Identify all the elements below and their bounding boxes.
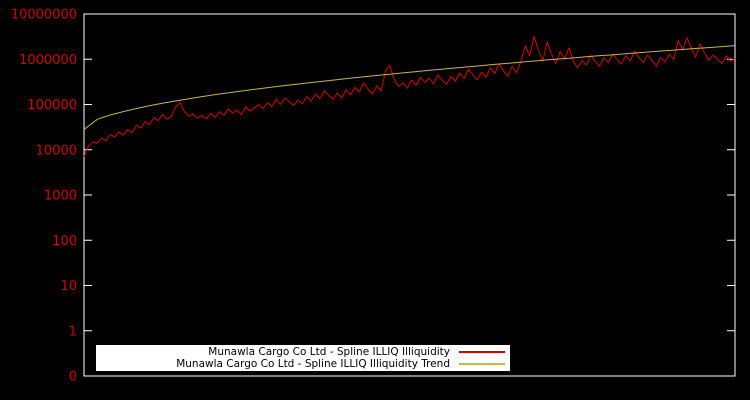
y-axis-tick-label: 10000: [36, 143, 77, 158]
series-illiquidity-line: [83, 35, 736, 157]
series-trend-line: [83, 45, 736, 130]
legend-line-sample-illiquidity: [459, 351, 505, 353]
y-axis-tick-label: 100000: [27, 98, 77, 113]
y-axis-tick-label: 1: [69, 324, 77, 339]
legend-label-trend: Munawla Cargo Co Ltd - Spline ILLIQ Illi…: [176, 358, 450, 370]
y-axis-tick-label: 100: [52, 234, 77, 249]
legend-line-sample-trend: [459, 363, 505, 365]
y-axis-tick-label: 10000000: [11, 8, 77, 23]
y-axis-tick-label: 1000000: [19, 53, 77, 68]
y-axis-tick-label: 10: [60, 279, 77, 294]
legend-entry-illiquidity: Munawla Cargo Co Ltd - Spline ILLIQ Illi…: [101, 346, 505, 358]
y-axis-tick-label: 0: [69, 370, 77, 385]
plot-border: [83, 13, 736, 377]
legend: Munawla Cargo Co Ltd - Spline ILLIQ Illi…: [95, 344, 511, 372]
legend-entry-trend: Munawla Cargo Co Ltd - Spline ILLIQ Illi…: [101, 358, 505, 370]
legend-label-illiquidity: Munawla Cargo Co Ltd - Spline ILLIQ Illi…: [208, 346, 450, 358]
y-axis-tick-label: 1000: [44, 189, 77, 204]
